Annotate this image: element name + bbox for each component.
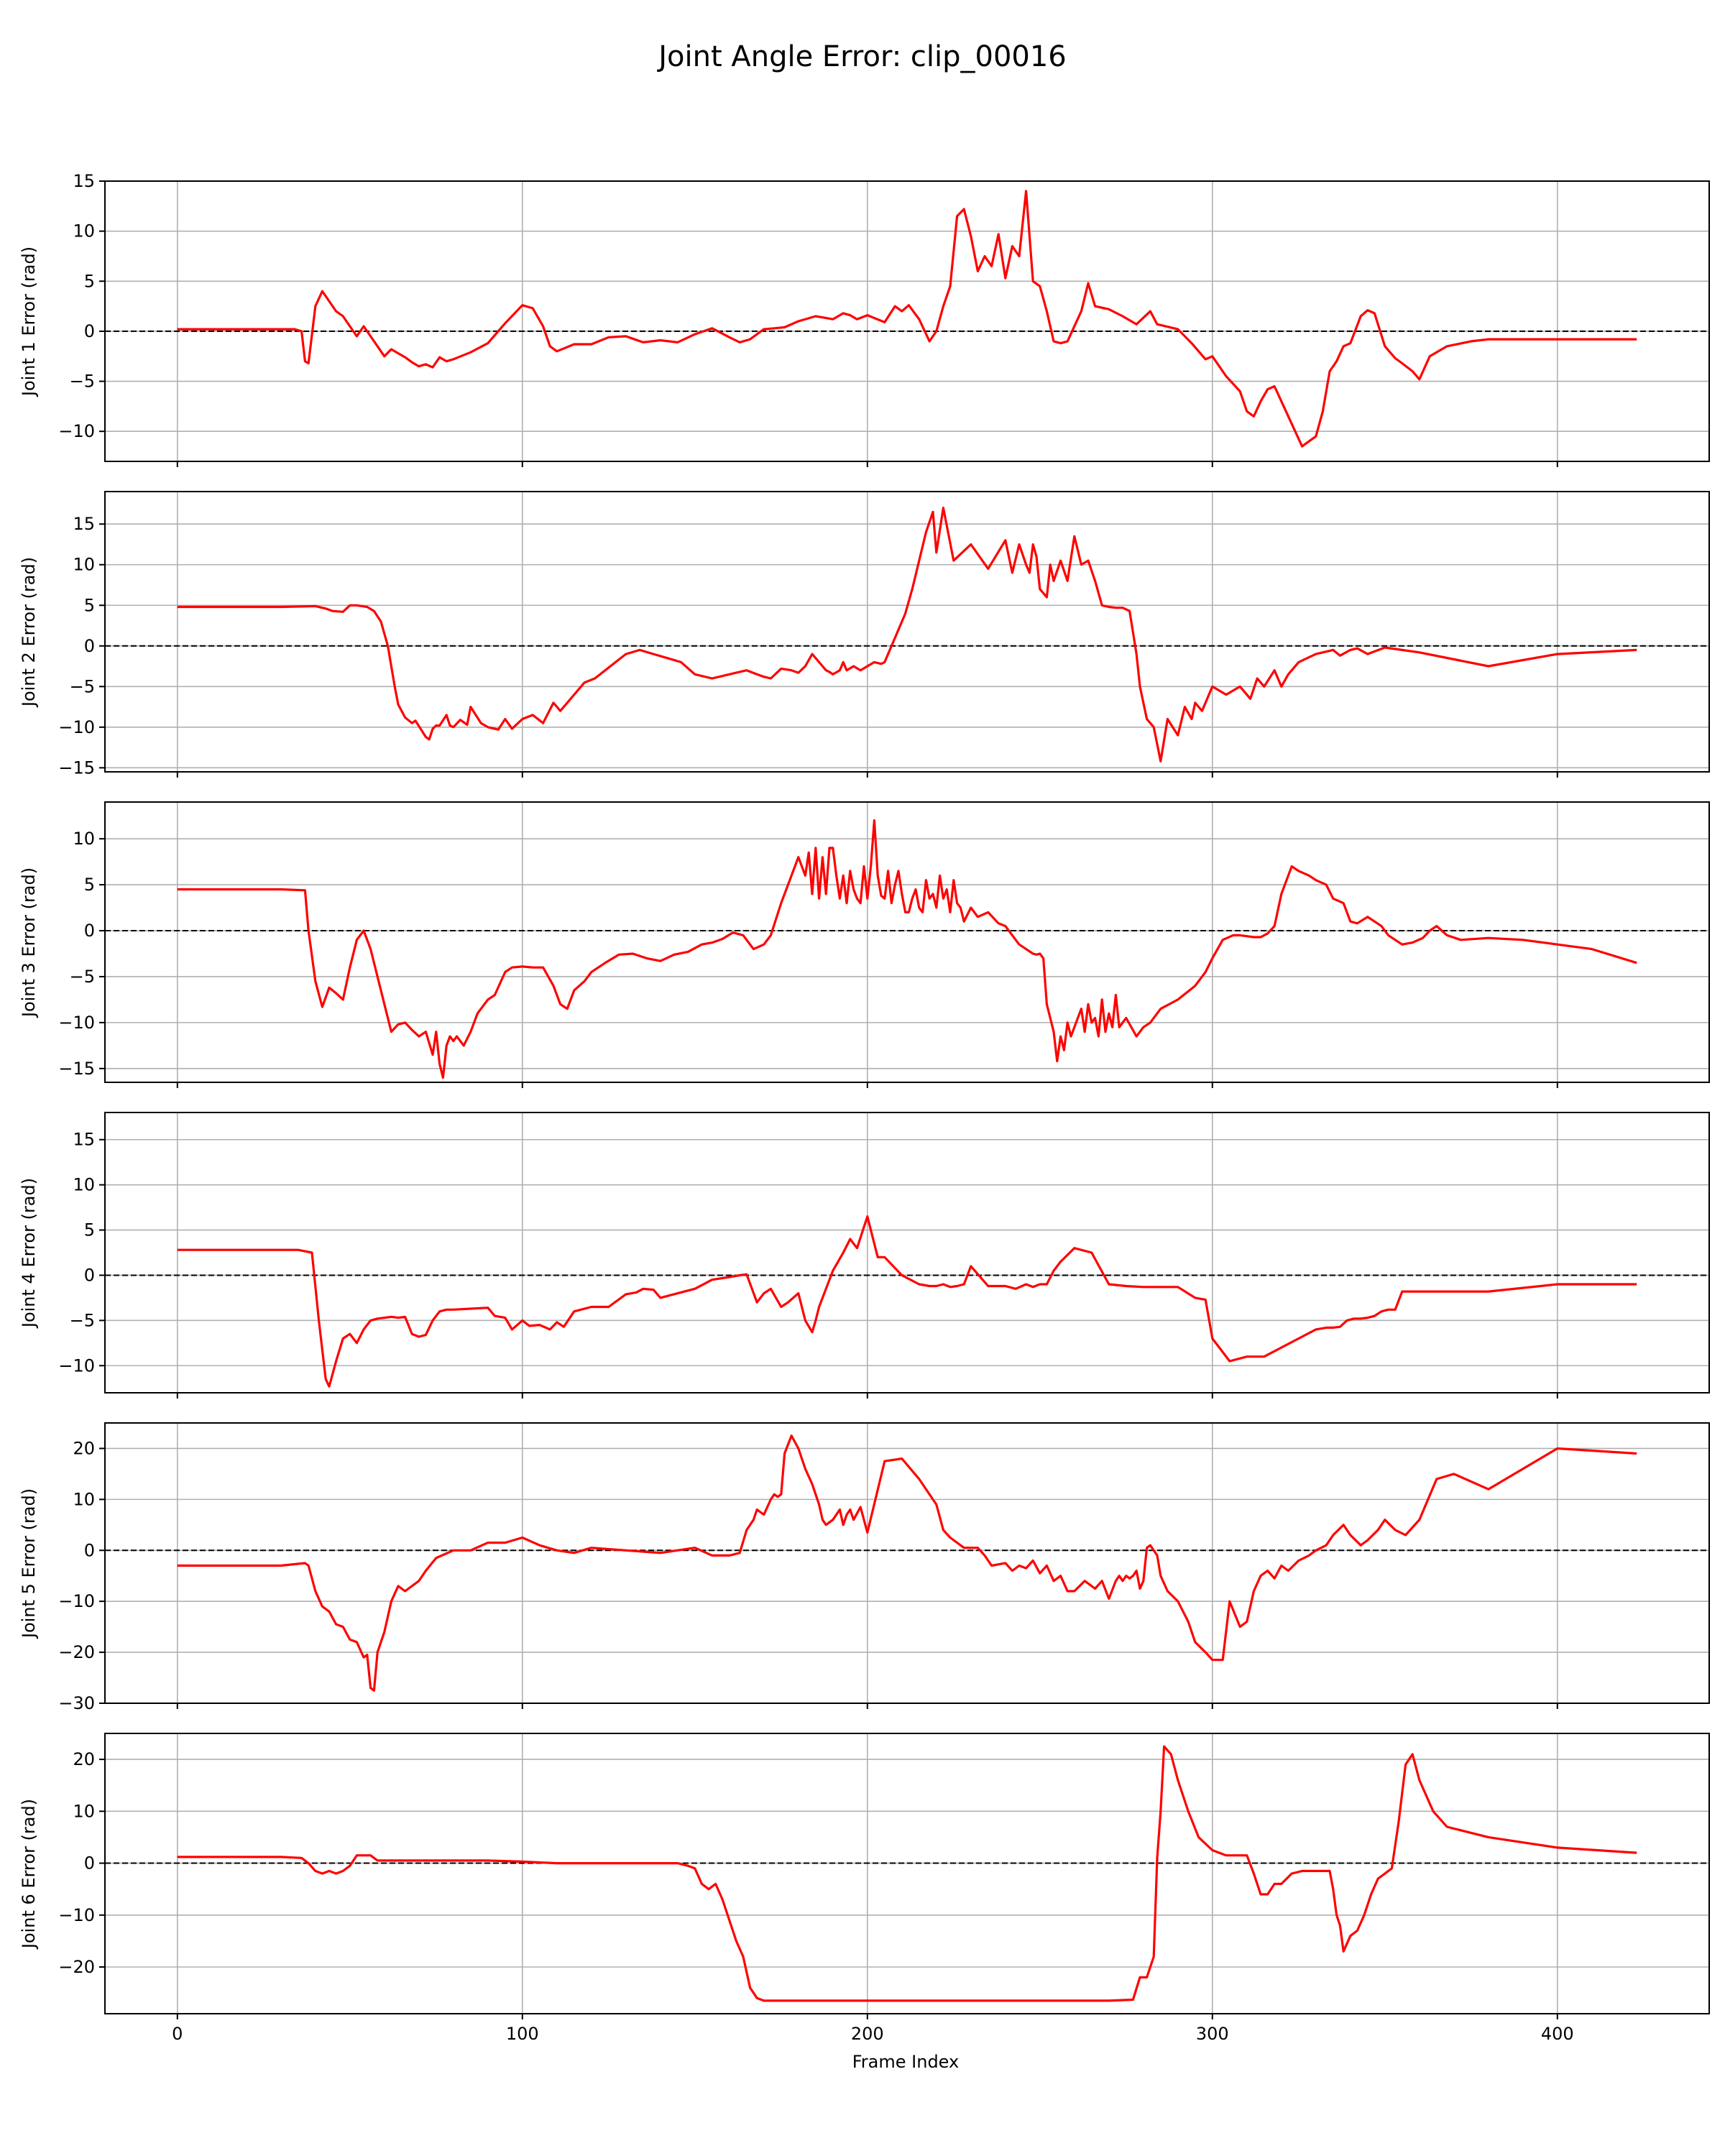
x-tick-label: 100: [506, 2024, 539, 2044]
subplot-3: −15 −10 −5 0 5 10 Joint 3 Error (rad): [19, 801, 1710, 1088]
y-tick-label: 5: [84, 875, 95, 895]
x-tick-label: 0: [172, 2024, 183, 2044]
y-tick-label: −20: [58, 1642, 95, 1662]
y-tick-label: 20: [73, 1438, 95, 1458]
subplot-4: −10 −5 0 5 10 15 Joint 4 Error (rad): [19, 1112, 1710, 1399]
subplot-6: −20 −10 0 10 20 Joint 6 Error (rad) 0 100 200 300…: [19, 1733, 1710, 2044]
y-tick-label: 0: [84, 1540, 95, 1560]
y-axis-label: Joint 1 Error (rad): [19, 247, 39, 397]
error-series-line: [177, 1745, 1637, 2002]
y-tick-label: −10: [58, 1591, 95, 1611]
y-tick-label: −5: [70, 676, 95, 696]
y-tick-label: −20: [58, 1957, 95, 1977]
y-tick-label: −30: [58, 1693, 95, 1713]
y-tick-label: −10: [58, 717, 95, 737]
axes-frame: [104, 1112, 1710, 1393]
y-tick-label: 15: [73, 514, 95, 534]
error-series-line: [177, 1215, 1637, 1388]
y-tick-label: 5: [84, 595, 95, 615]
subplot-5: −30 −20 −10 0 10 20 Joint 5 Error (rad): [19, 1422, 1710, 1713]
y-axis-label: Joint 6 Error (rad): [19, 1799, 39, 1950]
y-tick-label: −10: [58, 1013, 95, 1033]
error-series-line: [177, 190, 1637, 448]
y-tick-label: 0: [84, 636, 95, 656]
subplot-1: −10 −5 0 5 10 15 Joint 1 Error (rad): [19, 171, 1710, 467]
y-tick-label: 15: [73, 171, 95, 191]
axes-frame: [104, 1733, 1710, 2014]
y-tick-label: 10: [73, 829, 95, 849]
x-tick-label: 300: [1196, 2024, 1229, 2044]
y-tick-label: 5: [84, 271, 95, 291]
axes-frame: [104, 180, 1710, 462]
x-tick-label: 200: [851, 2024, 884, 2044]
y-tick-label: 10: [73, 1175, 95, 1195]
axes-frame: [104, 801, 1710, 1083]
y-axis-label: Joint 5 Error (rad): [19, 1488, 39, 1639]
y-axis-label: Joint 4 Error (rad): [19, 1178, 39, 1329]
y-tick-label: 0: [84, 1853, 95, 1874]
y-tick-label: 0: [84, 321, 95, 341]
error-series-line: [177, 819, 1637, 1079]
x-tick-label: 400: [1541, 2024, 1574, 2044]
y-axis-label: Joint 3 Error (rad): [19, 867, 39, 1018]
axes-frame: [104, 491, 1710, 773]
y-tick-label: −10: [58, 1905, 95, 1925]
y-tick-label: −10: [58, 1355, 95, 1376]
y-tick-label: −15: [58, 757, 95, 778]
y-tick-label: −5: [70, 967, 95, 987]
error-series-line: [177, 506, 1637, 763]
chart-panels: −10 −5 0 5 10 15 Joint 1 Error (rad) −15 −10 −5 0 5…: [19, 171, 1710, 2044]
y-tick-label: 0: [84, 921, 95, 941]
y-tick-label: 10: [73, 555, 95, 575]
y-tick-label: 15: [73, 1130, 95, 1150]
y-tick-label: −5: [70, 1310, 95, 1330]
subplot-2: −15 −10 −5 0 5 10 15 Joint 2 Error (rad): [19, 491, 1710, 778]
y-tick-label: 20: [73, 1749, 95, 1769]
x-axis-label: Frame Index: [852, 2052, 959, 2072]
y-tick-label: 5: [84, 1220, 95, 1240]
y-tick-label: 0: [84, 1265, 95, 1285]
y-tick-label: −10: [58, 421, 95, 441]
y-tick-label: −15: [58, 1059, 95, 1079]
y-tick-label: 10: [73, 1489, 95, 1509]
figure-title: Joint Angle Error: clip_00016: [656, 40, 1067, 73]
error-series-line: [177, 1434, 1637, 1692]
y-tick-label: −5: [70, 372, 95, 392]
axes-frame: [104, 1422, 1710, 1704]
y-tick-label: 10: [73, 1801, 95, 1821]
y-tick-label: 10: [73, 221, 95, 241]
y-axis-label: Joint 2 Error (rad): [19, 557, 39, 708]
